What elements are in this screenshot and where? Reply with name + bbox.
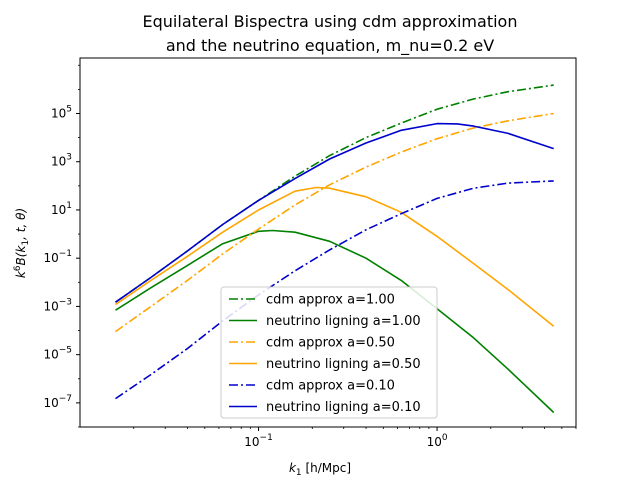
x-axis-label: k1 [h/Mpc] <box>289 461 351 478</box>
y-tick-label: 105 <box>51 104 72 120</box>
y-tick-label: 10−5 <box>43 346 72 362</box>
y-tick-label-exp: −5 <box>59 346 72 356</box>
x-tick-label-exp: −1 <box>260 433 273 443</box>
legend-box <box>220 286 438 419</box>
legend-label-5: neutrino ligning a=0.10 <box>266 400 421 415</box>
y-tick-label-base: 10 <box>43 251 58 265</box>
y-tick-label-exp: −7 <box>59 394 72 404</box>
y-tick-label: 10−1 <box>43 249 72 265</box>
y-tick-label: 101 <box>51 201 72 217</box>
series-line-5 <box>115 122 554 303</box>
y-axis-label-mid: B(k <box>14 245 28 266</box>
x-tick-label-base: 10 <box>244 435 259 449</box>
legend-label-3: neutrino ligning a=0.50 <box>266 357 421 372</box>
x-axis-label-base: k <box>289 461 297 475</box>
y-tick-label-base: 10 <box>51 203 66 217</box>
plot-lines <box>115 84 555 414</box>
y-tick-label-base: 10 <box>43 396 58 410</box>
y-tick-label-base: 10 <box>43 299 58 313</box>
y-tick-label-base: 10 <box>51 155 66 169</box>
legend-label-0: cdm approx a=1.00 <box>266 293 395 308</box>
y-tick-label-base: 10 <box>43 348 58 362</box>
plot-frame <box>79 57 577 428</box>
series-line-2 <box>115 112 554 333</box>
legend-label-2: cdm approx a=0.50 <box>266 336 395 351</box>
y-axis-label-sup: 6 <box>13 265 23 271</box>
y-tick-label-exp: −1 <box>59 249 72 259</box>
y-axis-label-sub: 1 <box>21 240 31 246</box>
legend-label-1: neutrino ligning a=1.00 <box>266 314 421 329</box>
y-tick-label-base: 10 <box>51 106 66 120</box>
x-tick-label: 100 <box>427 433 448 449</box>
y-tick-label-exp: 1 <box>66 201 72 211</box>
y-tick-label: 10−3 <box>43 297 72 313</box>
y-tick-label-exp: 3 <box>66 153 72 163</box>
y-tick-label: 10−7 <box>43 394 72 410</box>
y-axis-label-pre: k <box>14 270 28 278</box>
series-line-1 <box>115 229 555 414</box>
chart-title-line-2: and the neutrino equation, m_nu=0.2 eV <box>166 36 494 56</box>
x-tick-label-base: 10 <box>427 435 442 449</box>
series-line-3 <box>115 186 555 327</box>
y-axis-label: k6B(k1, t, θ) <box>13 208 31 278</box>
y-tick-label-exp: 5 <box>66 104 72 114</box>
y-tick-label-exp: −3 <box>59 297 72 307</box>
chart-title-line-1: Equilateral Bispectra using cdm approxim… <box>143 12 518 31</box>
x-axis-label-sub: 1 <box>296 468 302 478</box>
legend: cdm approx a=1.00 neutrino ligning a=1.00… <box>220 286 438 419</box>
x-tick-label: 10−1 <box>244 433 273 449</box>
y-tick-label: 103 <box>51 153 72 169</box>
series-line-4 <box>115 180 554 400</box>
legend-label-4: cdm approx a=0.10 <box>266 379 395 394</box>
x-axis-label-unit: [h/Mpc] <box>302 461 351 475</box>
y-axis-label-post: , t, θ) <box>14 208 28 240</box>
x-tick-label-exp: 0 <box>442 433 448 443</box>
